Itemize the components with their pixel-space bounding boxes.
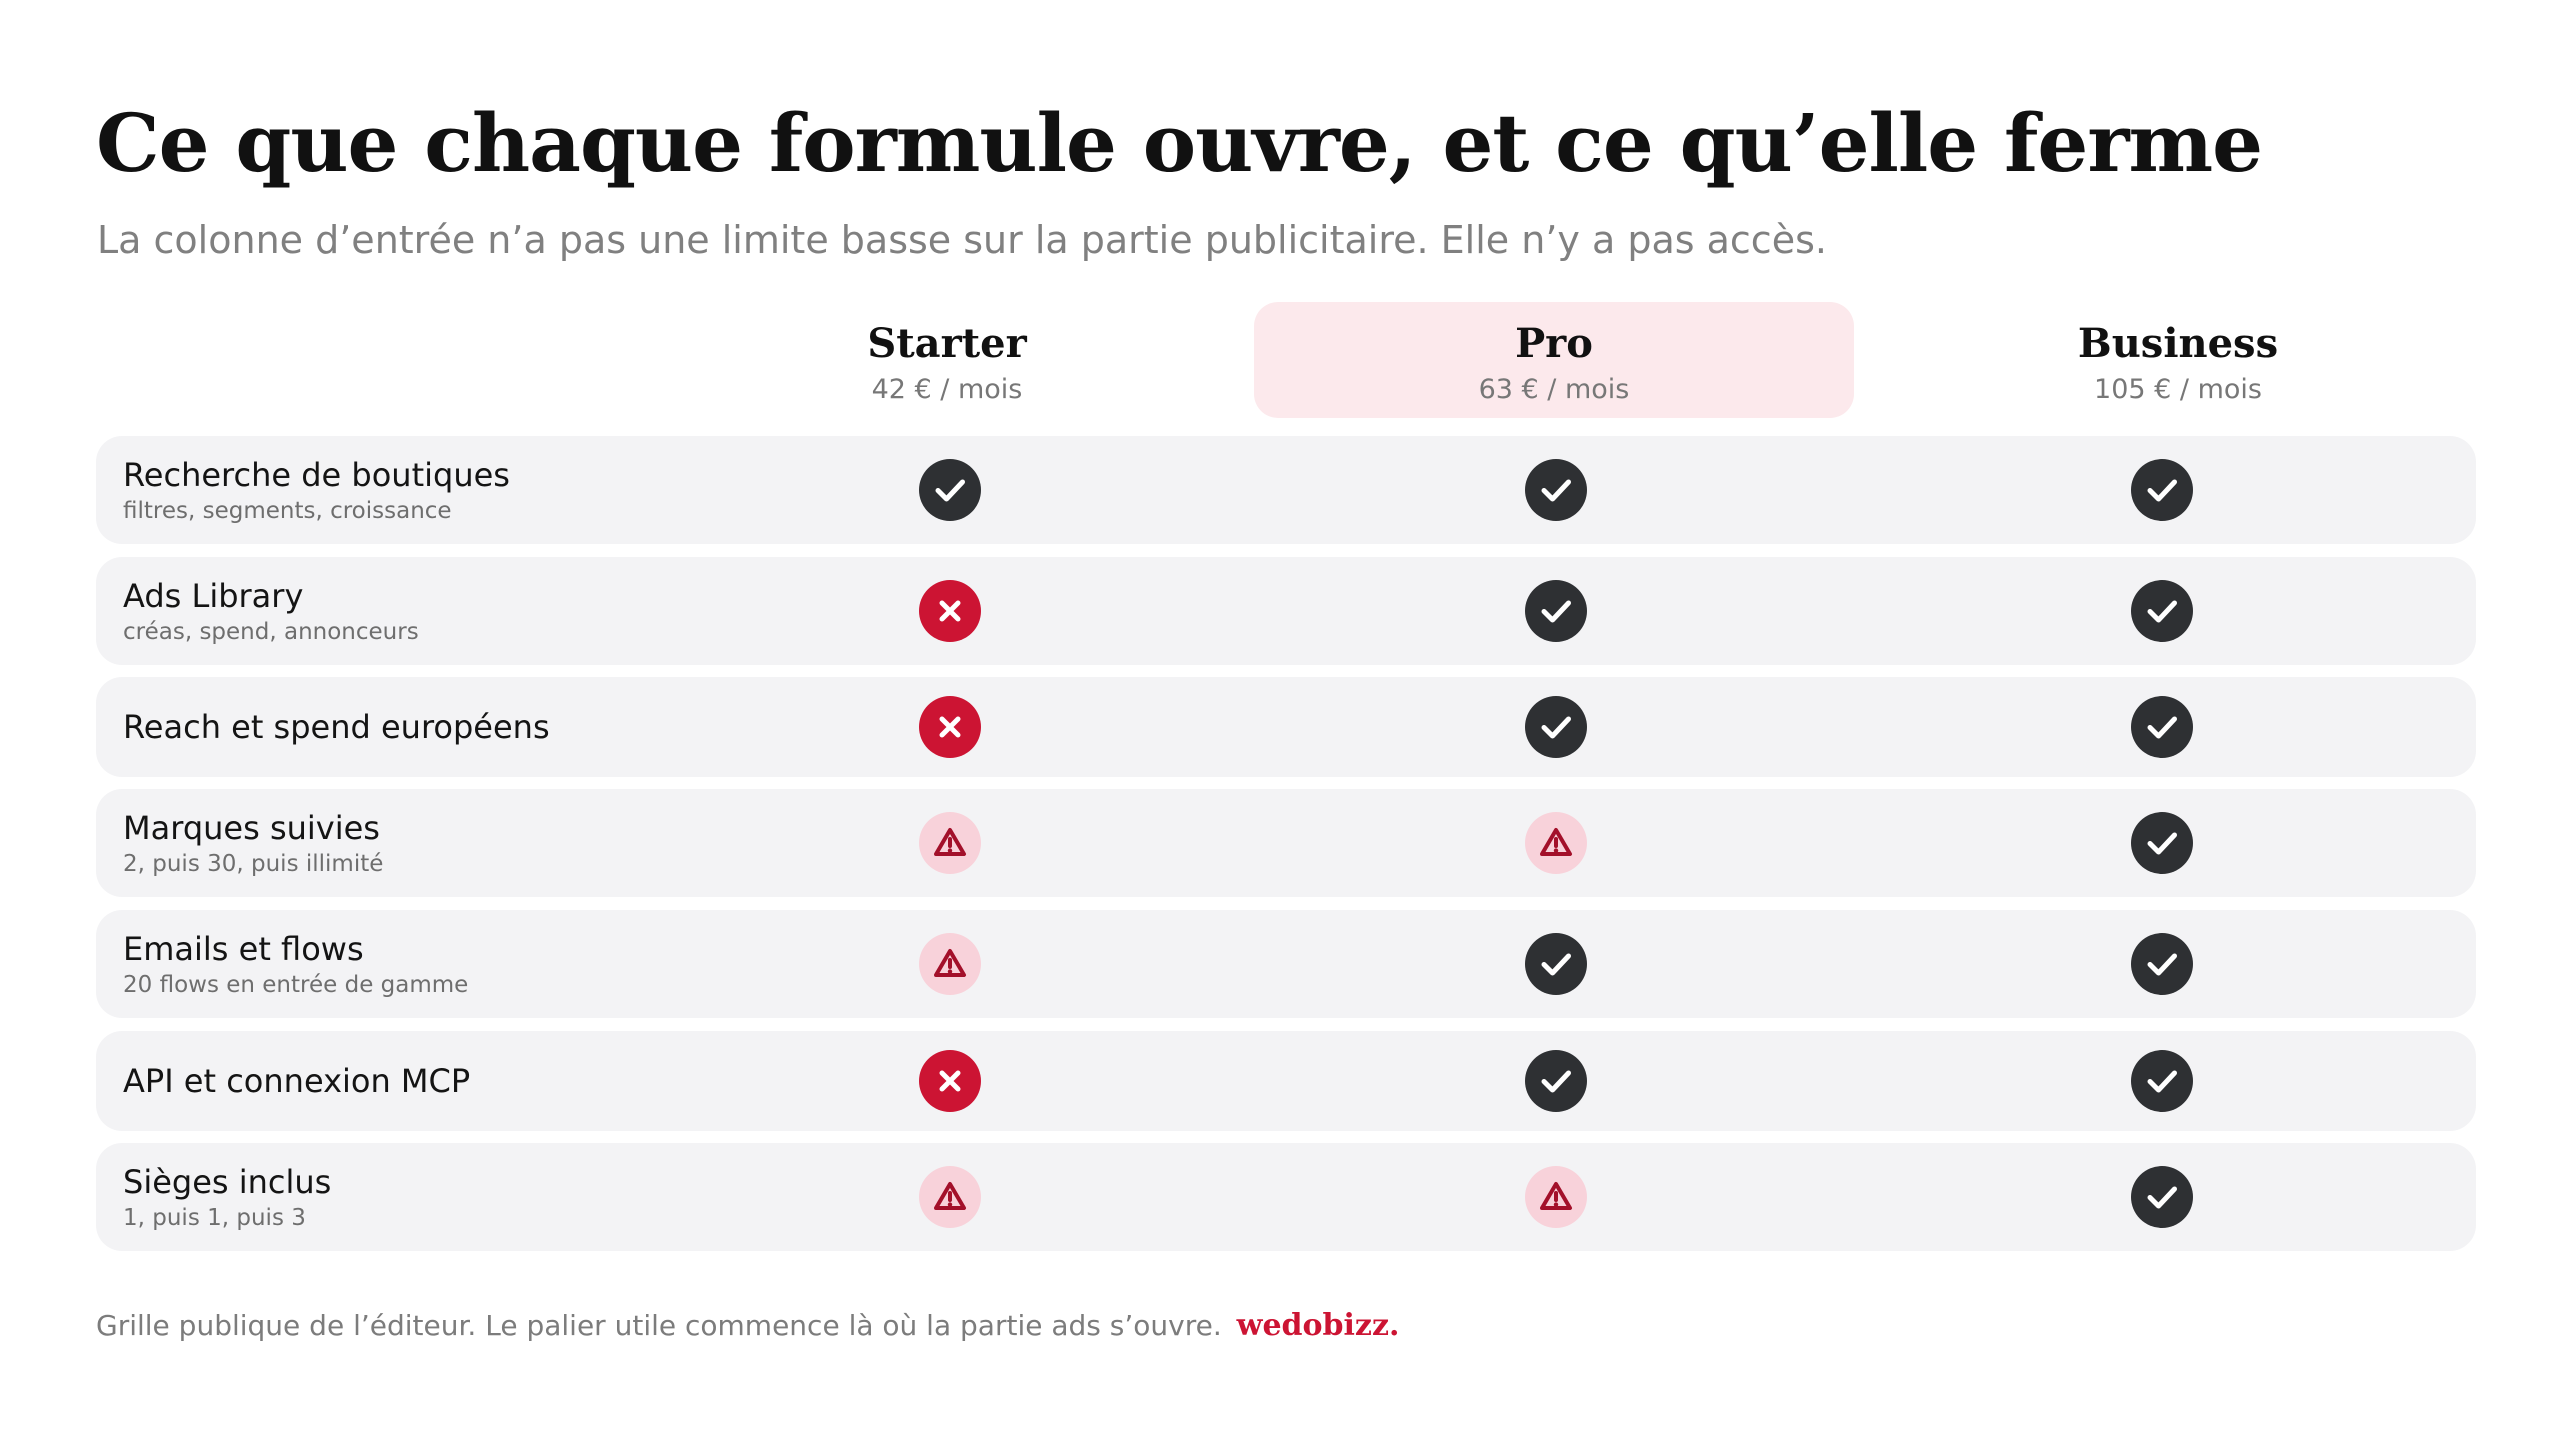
check-icon	[1525, 1050, 1587, 1112]
status-cell-starter	[919, 1050, 981, 1112]
plan-price: 105 € / mois	[2094, 374, 2262, 405]
check-icon	[2131, 933, 2193, 995]
check-icon	[1525, 459, 1587, 521]
status-cell-pro	[1525, 933, 1587, 995]
plan-price: 42 € / mois	[871, 374, 1023, 405]
feature-row-reach-spend: Reach et spend européens	[96, 677, 2476, 777]
warning-icon	[919, 812, 981, 874]
check-icon	[2131, 580, 2193, 642]
plan-header-starter: Starter 42 € / mois	[647, 302, 1247, 418]
feature-row-emails-flows: Emails et flows 20 flows en entrée de ga…	[96, 910, 2476, 1018]
feature-info: Reach et spend européens	[123, 706, 550, 748]
footer-text: Grille publique de l’éditeur. Le palier …	[96, 1309, 1222, 1342]
feature-note: 20 flows en entrée de gamme	[123, 972, 469, 998]
warning-icon	[919, 933, 981, 995]
feature-info: API et connexion MCP	[123, 1060, 470, 1102]
status-cell-pro	[1525, 696, 1587, 758]
status-cell-pro	[1525, 459, 1587, 521]
status-cell-business	[2131, 1050, 2193, 1112]
feature-note: 1, puis 1, puis 3	[123, 1205, 306, 1231]
feature-row-api-mcp: API et connexion MCP	[96, 1031, 2476, 1131]
feature-note: créas, spend, annonceurs	[123, 619, 419, 645]
feature-label: Emails et flows	[123, 930, 364, 968]
feature-info: Recherche de boutiques filtres, segments…	[123, 454, 510, 526]
status-cell-business	[2131, 580, 2193, 642]
status-cell-pro	[1525, 812, 1587, 874]
feature-row-included-seats: Sièges inclus 1, puis 1, puis 3	[96, 1143, 2476, 1251]
brand-logo: wedobizz.	[1236, 1308, 1400, 1343]
status-cell-business	[2131, 812, 2193, 874]
feature-label: Sièges inclus	[123, 1163, 332, 1201]
plan-header-business: Business 105 € / mois	[1878, 302, 2478, 418]
status-cell-starter	[919, 933, 981, 995]
check-icon	[919, 459, 981, 521]
check-icon	[2131, 1166, 2193, 1228]
check-icon	[2131, 696, 2193, 758]
feature-row-ads-library: Ads Library créas, spend, annonceurs	[96, 557, 2476, 665]
footer-note: Grille publique de l’éditeur. Le palier …	[96, 1306, 1399, 1346]
page-title: Ce que chaque formule ouvre, et ce qu’el…	[96, 96, 2263, 190]
cross-icon	[919, 696, 981, 758]
status-cell-pro	[1525, 580, 1587, 642]
check-icon	[2131, 812, 2193, 874]
feature-row-shop-search: Recherche de boutiques filtres, segments…	[96, 436, 2476, 544]
feature-info: Ads Library créas, spend, annonceurs	[123, 575, 419, 647]
status-cell-starter	[919, 1166, 981, 1228]
feature-note: filtres, segments, croissance	[123, 498, 452, 524]
feature-label: API et connexion MCP	[123, 1062, 471, 1100]
feature-info: Marques suivies 2, puis 30, puis illimit…	[123, 807, 383, 879]
feature-label: Ads Library	[123, 577, 304, 615]
status-cell-business	[2131, 459, 2193, 521]
plan-name: Business	[2077, 320, 2279, 367]
feature-label: Recherche de boutiques	[123, 456, 510, 494]
warning-icon	[1525, 1166, 1587, 1228]
feature-label: Reach et spend européens	[123, 708, 550, 746]
status-cell-starter	[919, 696, 981, 758]
feature-info: Sièges inclus 1, puis 1, puis 3	[123, 1161, 331, 1233]
status-cell-pro	[1525, 1050, 1587, 1112]
warning-icon	[1525, 812, 1587, 874]
warning-icon	[919, 1166, 981, 1228]
status-cell-business	[2131, 696, 2193, 758]
plan-price: 63 € / mois	[1478, 374, 1630, 405]
check-icon	[1525, 933, 1587, 995]
check-icon	[1525, 696, 1587, 758]
plan-name: Pro	[1515, 320, 1593, 367]
status-cell-starter	[919, 812, 981, 874]
cross-icon	[919, 580, 981, 642]
page-subtitle: La colonne d’entrée n’a pas une limite b…	[97, 218, 1827, 262]
cross-icon	[919, 1050, 981, 1112]
status-cell-business	[2131, 933, 2193, 995]
status-cell-starter	[919, 459, 981, 521]
feature-label: Marques suivies	[123, 809, 380, 847]
plan-header-pro: Pro 63 € / mois	[1254, 302, 1854, 418]
feature-row-tracked-brands: Marques suivies 2, puis 30, puis illimit…	[96, 789, 2476, 897]
status-cell-pro	[1525, 1166, 1587, 1228]
check-icon	[1525, 580, 1587, 642]
status-cell-business	[2131, 1166, 2193, 1228]
status-cell-starter	[919, 580, 981, 642]
feature-note: 2, puis 30, puis illimité	[123, 851, 384, 877]
plan-name: Starter	[867, 320, 1027, 367]
check-icon	[2131, 1050, 2193, 1112]
check-icon	[2131, 459, 2193, 521]
feature-info: Emails et flows 20 flows en entrée de ga…	[123, 928, 468, 1000]
